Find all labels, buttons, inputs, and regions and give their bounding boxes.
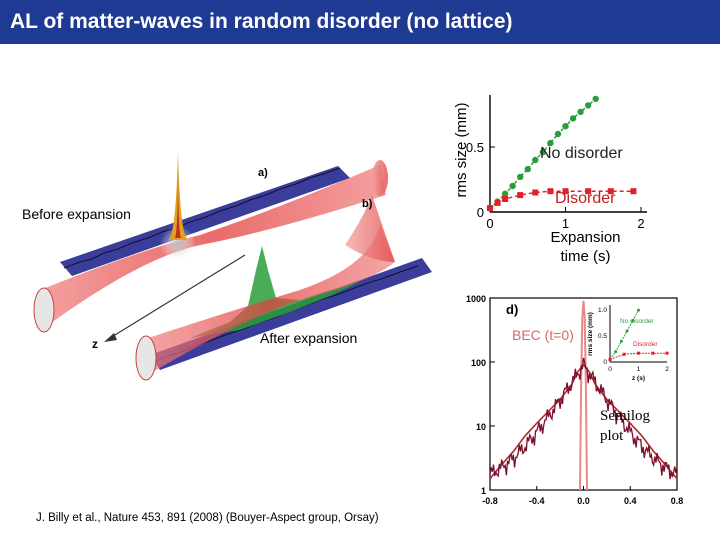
chart2-x-tick-label: 0.4 — [624, 496, 637, 506]
inset-no-disorder-line — [609, 309, 639, 360]
beam-cone-right-b — [345, 195, 395, 262]
series-no-disorder-point — [577, 108, 584, 116]
inset-y-tick-label: 1.0 — [598, 307, 607, 314]
inset-no-disorder-point — [631, 319, 635, 323]
chart1-x-tick-label: 0 — [486, 216, 493, 231]
inset-x-tick-label: 0 — [608, 366, 612, 373]
series-no-disorder-point — [532, 156, 539, 164]
chart2-y-tick-label: 1000 — [466, 294, 486, 304]
inset-disorder-point — [608, 357, 612, 361]
inset-legend-disorder: Disorder — [633, 341, 658, 348]
inset-no-disorder-point — [637, 308, 640, 312]
slide-title: AL of matter-waves in random disorder (n… — [10, 10, 513, 33]
inset-x-tick-label: 1 — [637, 366, 641, 373]
beam-end-right-a — [372, 160, 388, 196]
chart1-y-tick-label: 0.5 — [466, 140, 484, 155]
series-disorder-line — [489, 190, 634, 209]
chart2-panel-label: d) — [506, 302, 518, 317]
chart1-y-label: rms size (mm) — [453, 103, 470, 198]
inset-disorder-line — [609, 352, 667, 360]
semilog-note-line1: Semilog — [600, 408, 651, 424]
series-disorder-point — [517, 192, 524, 199]
series-no-disorder-point — [554, 130, 562, 138]
inset-x-label: z (s) — [632, 375, 645, 382]
chart1-x-tick-label: 1 — [562, 216, 569, 231]
z-axis-arrowhead — [104, 333, 117, 342]
series-disorder-point — [630, 188, 637, 195]
inset-no-disorder-point — [614, 350, 618, 354]
semilog-note: Semilog plot — [600, 406, 650, 446]
chart2-y-tick-label: 1 — [481, 486, 486, 496]
citation: J. Billy et al., Nature 453, 891 (2008) … — [36, 512, 379, 524]
series-no-disorder-point — [517, 173, 524, 181]
disorder-strip-a — [60, 166, 350, 276]
series-no-disorder-point — [569, 115, 577, 122]
chart1-y-tick-label: 0 — [477, 205, 484, 220]
chart2-x-tick-label: 0.8 — [671, 496, 684, 506]
bec-shadow — [160, 226, 196, 262]
chart1-x-label: Expansion — [550, 229, 620, 246]
chart1-x-tick-label: 2 — [637, 216, 644, 231]
legend-no-disorder: No disorder — [540, 145, 623, 162]
inset-no-disorder-point — [625, 329, 629, 333]
chart2-frame — [489, 297, 678, 491]
series-disorder-point — [562, 188, 569, 195]
series-no-disorder-point — [547, 139, 554, 147]
series-disorder-point — [502, 196, 509, 202]
series-no-disorder-point — [539, 149, 547, 156]
series-disorder-point — [532, 189, 539, 196]
inset-legend-no-disorder: No disorder — [620, 318, 654, 325]
title-bar: AL of matter-waves in random disorder (n… — [0, 0, 720, 44]
beam-end-left-b — [135, 335, 157, 381]
series-profile-line — [489, 363, 678, 480]
chart2-x-tick-label: -0.8 — [482, 496, 498, 506]
after-expansion-label: After expansion — [260, 330, 358, 346]
chart2-annotation: BEC (t=0) — [512, 327, 574, 343]
series-no-disorder-point — [501, 190, 509, 197]
chart2-x-tick-label: -0.4 — [529, 496, 545, 506]
series-no-disorder-point — [524, 165, 531, 173]
inset-y-tick-label: 0 — [603, 359, 607, 366]
series-no-disorder-point — [562, 123, 569, 130]
semilog-note-line2: plot — [600, 428, 624, 444]
series-no-disorder-point — [584, 102, 592, 109]
inset-y-label: rms size (mm) — [587, 312, 594, 356]
inset-disorder-point — [637, 351, 640, 355]
inset-disorder-point — [665, 351, 669, 355]
series-bec-line — [578, 300, 589, 491]
beam-end-left-a — [33, 287, 55, 333]
chart2-x-tick-label: 0.0 — [577, 496, 590, 506]
inset-no-disorder-point — [619, 339, 623, 343]
speckle-a — [63, 167, 341, 269]
laser-beam-b — [142, 225, 395, 376]
inset-x-tick-label: 2 — [665, 366, 669, 373]
series-disorder-point — [585, 188, 592, 195]
series-disorder-point — [494, 199, 501, 206]
series-no-disorder-point — [509, 182, 516, 190]
series-disorder-point — [547, 188, 554, 195]
chart1-x-label-2: time (s) — [561, 248, 611, 265]
chart2-y-tick-label: 100 — [471, 358, 486, 368]
panel-a-label: a) — [258, 167, 268, 179]
laser-beam-a — [40, 165, 386, 328]
before-expansion-label: Before expansion — [22, 206, 131, 222]
chart2-y-tick-label: 10 — [476, 422, 486, 432]
inset-disorder-point — [622, 352, 626, 356]
inset-disorder-point — [651, 351, 655, 355]
series-disorder-point — [607, 188, 614, 195]
disorder-strip-b — [150, 258, 432, 370]
inset-y-tick-label: 0.5 — [598, 333, 607, 340]
panel-b-label: b) — [362, 198, 373, 210]
series-disorder-point — [487, 205, 493, 212]
z-axis-arrow — [109, 254, 246, 339]
series-profile-noisy — [489, 357, 678, 480]
legend-disorder: Disorder — [555, 190, 616, 207]
z-axis-label: z — [92, 337, 98, 351]
series-no-disorder-point — [592, 95, 599, 103]
bec-peak-core — [175, 165, 181, 238]
